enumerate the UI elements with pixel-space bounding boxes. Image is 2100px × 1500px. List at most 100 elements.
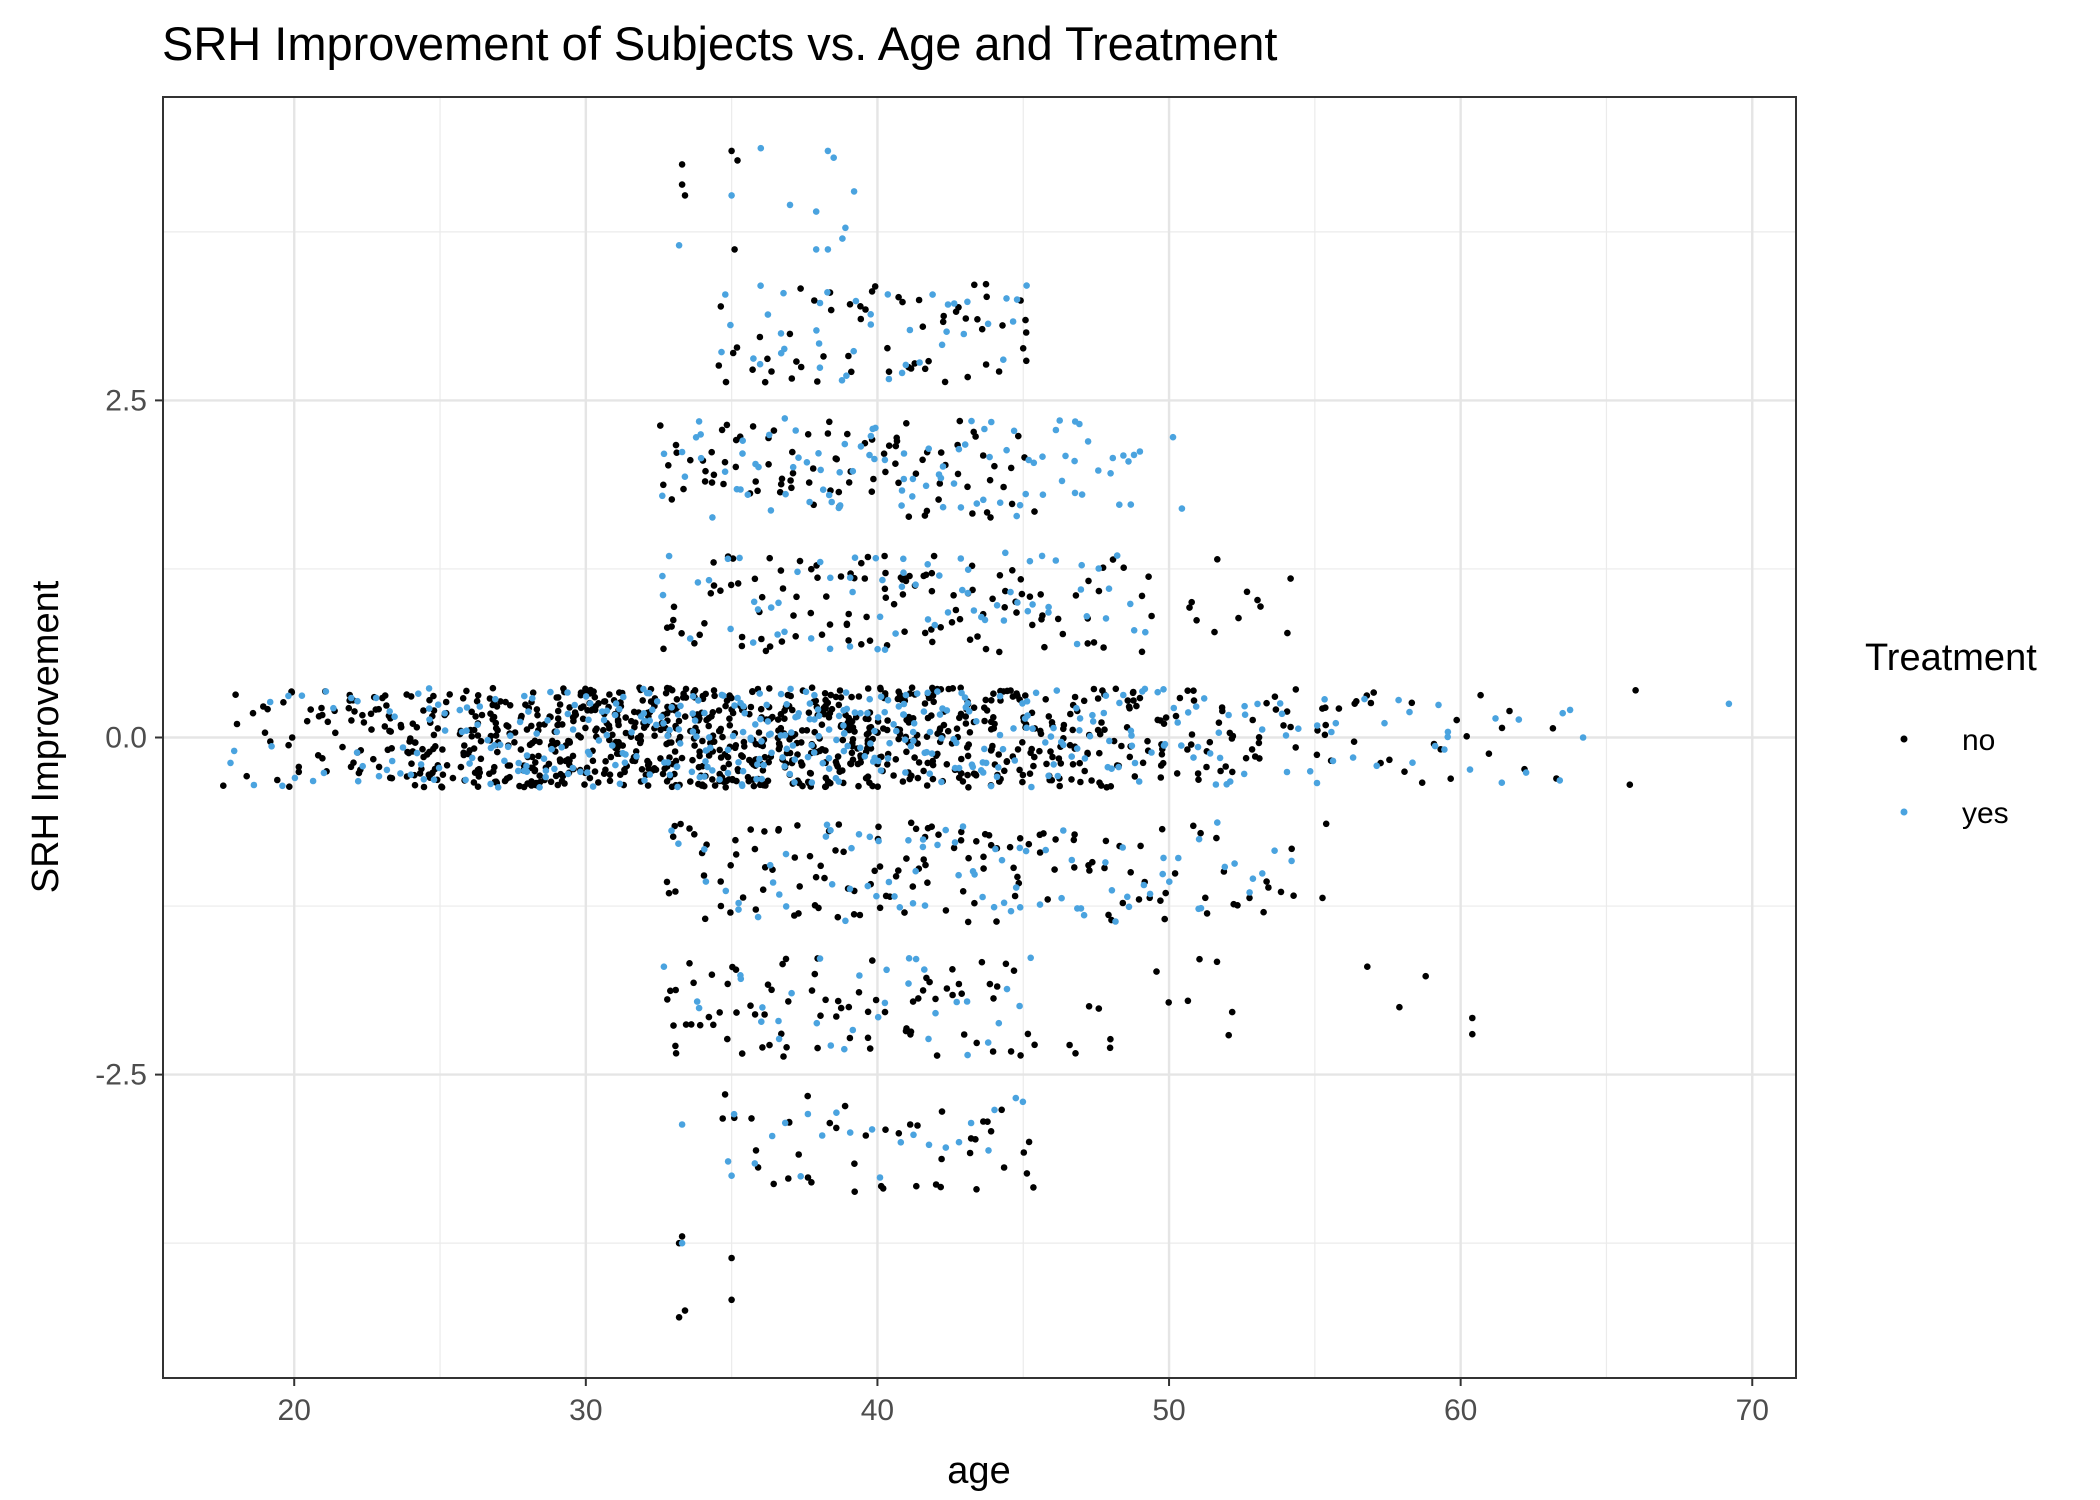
data-point-no (1145, 573, 1152, 580)
data-point-no (751, 845, 759, 853)
data-point-yes (747, 736, 755, 743)
data-point-yes (1313, 722, 1321, 729)
data-point-yes (1076, 727, 1083, 734)
data-point-no (412, 739, 419, 746)
data-point-no (1067, 710, 1074, 718)
data-point-no (1022, 316, 1029, 324)
data-point-no (492, 719, 500, 727)
data-point-no (1022, 692, 1029, 699)
data-point-yes (759, 1004, 766, 1011)
data-point-yes (986, 453, 993, 461)
data-point-yes (658, 713, 665, 721)
data-point-no (788, 484, 795, 492)
data-point-no (383, 702, 390, 709)
data-point-yes (846, 643, 854, 650)
data-point-yes (802, 688, 810, 696)
data-point-no (557, 770, 564, 778)
data-point-yes (1068, 753, 1075, 760)
data-point-yes (964, 589, 972, 597)
data-point-no (764, 981, 772, 988)
data-point-yes (1579, 734, 1587, 741)
data-point-no (726, 722, 734, 729)
data-point-yes (910, 1131, 917, 1139)
data-point-yes (1406, 708, 1413, 716)
data-point-yes (716, 776, 723, 783)
data-point-no (439, 771, 447, 778)
data-point-yes (704, 763, 711, 771)
data-point-yes (1052, 557, 1060, 564)
data-point-no (956, 615, 964, 623)
data-point-no (1195, 776, 1202, 783)
data-point-no (477, 755, 485, 763)
data-point-no (766, 643, 774, 650)
data-point-yes (586, 751, 593, 758)
data-point-no (964, 918, 972, 926)
data-point-yes (1078, 561, 1085, 569)
data-point-yes (841, 440, 849, 448)
data-point-no (895, 735, 902, 743)
data-point-no (556, 701, 564, 708)
data-point-no (631, 723, 638, 731)
data-point-no (862, 1132, 870, 1139)
data-point-yes (348, 694, 355, 702)
data-point-no (789, 448, 796, 456)
data-point-no (861, 575, 869, 582)
data-point-no (554, 715, 562, 722)
data-point-no (690, 979, 697, 987)
data-point-yes (322, 688, 330, 695)
data-point-yes (1409, 759, 1416, 766)
data-point-no (547, 778, 555, 786)
data-point-no (851, 1188, 858, 1195)
data-point-yes (1276, 700, 1284, 707)
data-point-yes (1045, 609, 1052, 616)
data-point-no (1071, 693, 1079, 701)
data-point-no (460, 749, 467, 757)
data-point-no (795, 910, 802, 917)
data-point-yes (803, 459, 811, 466)
data-point-no (459, 695, 467, 702)
data-point-no (617, 771, 624, 778)
data-point-no (1184, 746, 1191, 753)
data-point-yes (794, 713, 802, 720)
data-point-yes (279, 782, 286, 790)
data-point-no (1255, 734, 1263, 741)
data-point-yes (540, 755, 548, 762)
data-point-yes (1102, 859, 1109, 866)
data-point-no (1077, 778, 1084, 786)
data-point-yes (476, 703, 484, 710)
data-point-yes (843, 372, 850, 380)
data-point-no (848, 368, 855, 376)
data-point-no (724, 753, 732, 761)
data-point-yes (843, 705, 851, 713)
data-point-no (962, 315, 970, 322)
data-point-no (579, 715, 587, 723)
data-point-yes (905, 837, 912, 844)
data-point-no (864, 745, 871, 752)
data-point-yes (1254, 700, 1261, 708)
data-point-no (822, 747, 829, 754)
data-point-no (717, 303, 725, 310)
data-point-no (1001, 604, 1008, 611)
data-point-yes (504, 743, 512, 751)
data-point-no (901, 628, 908, 635)
data-point-yes (964, 298, 971, 306)
data-point-no (1322, 721, 1329, 729)
data-point-no (554, 707, 562, 715)
data-point-no (628, 717, 635, 725)
data-point-yes (666, 771, 674, 779)
data-point-yes (925, 1141, 933, 1149)
data-point-no (833, 1013, 840, 1020)
data-point-yes (1431, 742, 1439, 750)
data-point-no (1011, 892, 1019, 900)
data-point-yes (750, 355, 757, 362)
data-point-no (1127, 869, 1134, 876)
data-point-no (728, 147, 735, 155)
data-point-yes (851, 554, 859, 561)
data-point-yes (955, 445, 963, 453)
data-point-yes (621, 759, 629, 766)
data-point-no (923, 974, 930, 982)
data-point-yes (1120, 691, 1127, 699)
data-point-no (676, 733, 684, 741)
data-point-yes (542, 767, 550, 774)
data-point-yes (250, 781, 258, 789)
